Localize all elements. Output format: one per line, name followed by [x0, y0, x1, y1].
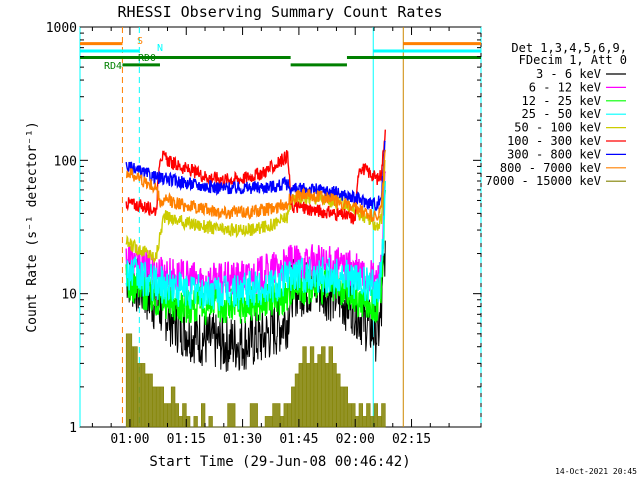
legend-label: 6 - 12 keV — [529, 80, 601, 94]
legend-label: 300 - 800 keV — [507, 147, 601, 161]
state-bar-s: S — [80, 36, 481, 47]
legend-label: 7000 - 15000 keV — [485, 174, 601, 188]
y-tick-label: 1 — [69, 421, 77, 436]
state-bar-rd0: RD0 — [80, 53, 481, 64]
x-tick-label: 02:00 — [336, 432, 375, 447]
state-bar-n: N — [80, 43, 481, 54]
series-line-0 — [125, 240, 386, 372]
legend-item: 6 - 12 keV — [529, 80, 626, 94]
series-5 — [125, 129, 386, 225]
series-3 — [125, 180, 386, 311]
state-bar-label: RD4 — [104, 61, 122, 72]
axes: 01:00 01:15 01:30 01:45 02:00 02:15 1 10 100 1000 — [46, 21, 481, 447]
legend-label: 50 - 100 keV — [514, 121, 601, 135]
legend-label: 12 - 25 keV — [522, 94, 601, 108]
legend-label: 3 - 6 keV — [536, 67, 601, 81]
series-layer — [125, 129, 386, 428]
x-tick-label: 01:30 — [223, 432, 262, 447]
state-bar-label: N — [157, 43, 163, 54]
x-tick-label: 01:45 — [279, 432, 318, 447]
legend: Det 1,3,4,5,6,9, FDecim 1, Att 0 3 - 6 k… — [485, 41, 627, 188]
legend-item: 12 - 25 keV — [522, 94, 626, 108]
legend-header-line-1: Det 1,3,4,5,6,9, — [511, 41, 627, 55]
legend-label: 800 - 7000 keV — [500, 161, 601, 175]
legend-item: 7000 - 15000 keV — [485, 174, 626, 188]
series-line-5 — [125, 129, 386, 225]
state-bar-label: S — [137, 36, 143, 47]
footer-timestamp: 14-Oct-2021 20:45 — [555, 467, 637, 476]
legend-item: 3 - 6 keV — [536, 67, 626, 81]
state-bar-rd4: RD4 — [104, 61, 347, 72]
series-line-7 — [125, 149, 386, 223]
y-tick-label: 10 — [61, 288, 77, 303]
x-tick-label: 02:15 — [392, 432, 431, 447]
series-line-3 — [125, 180, 386, 311]
x-axis-label: Start Time (29-Jun-08 00:46:42) — [149, 454, 410, 470]
legend-label: 100 - 300 keV — [507, 134, 601, 148]
series-line-7000-15000 — [125, 333, 386, 428]
series-0 — [125, 240, 386, 372]
legend-item: 800 - 7000 keV — [500, 161, 626, 175]
y-tick-label: 1000 — [46, 21, 77, 36]
y-tick-label: 100 — [54, 154, 77, 169]
legend-label: 25 - 50 keV — [522, 107, 601, 121]
series-7 — [125, 149, 386, 223]
legend-header-line-2: FDecim 1, Att 0 — [519, 53, 627, 67]
series-6 — [125, 140, 386, 212]
chart-title: RHESSI Observing Summary Count Rates — [117, 3, 442, 21]
y-axis-label: Count Rate (s⁻¹ detector⁻¹) — [25, 121, 40, 332]
series-line-6 — [125, 140, 386, 212]
x-tick-label: 01:15 — [167, 432, 206, 447]
series-8 — [125, 333, 386, 428]
legend-item: 100 - 300 keV — [507, 134, 626, 148]
x-tick-label: 01:00 — [110, 432, 149, 447]
legend-item: 25 - 50 keV — [522, 107, 626, 121]
legend-item: 50 - 100 keV — [514, 121, 626, 135]
state-bar-label: RD0 — [138, 53, 156, 64]
legend-item: 300 - 800 keV — [507, 147, 626, 161]
